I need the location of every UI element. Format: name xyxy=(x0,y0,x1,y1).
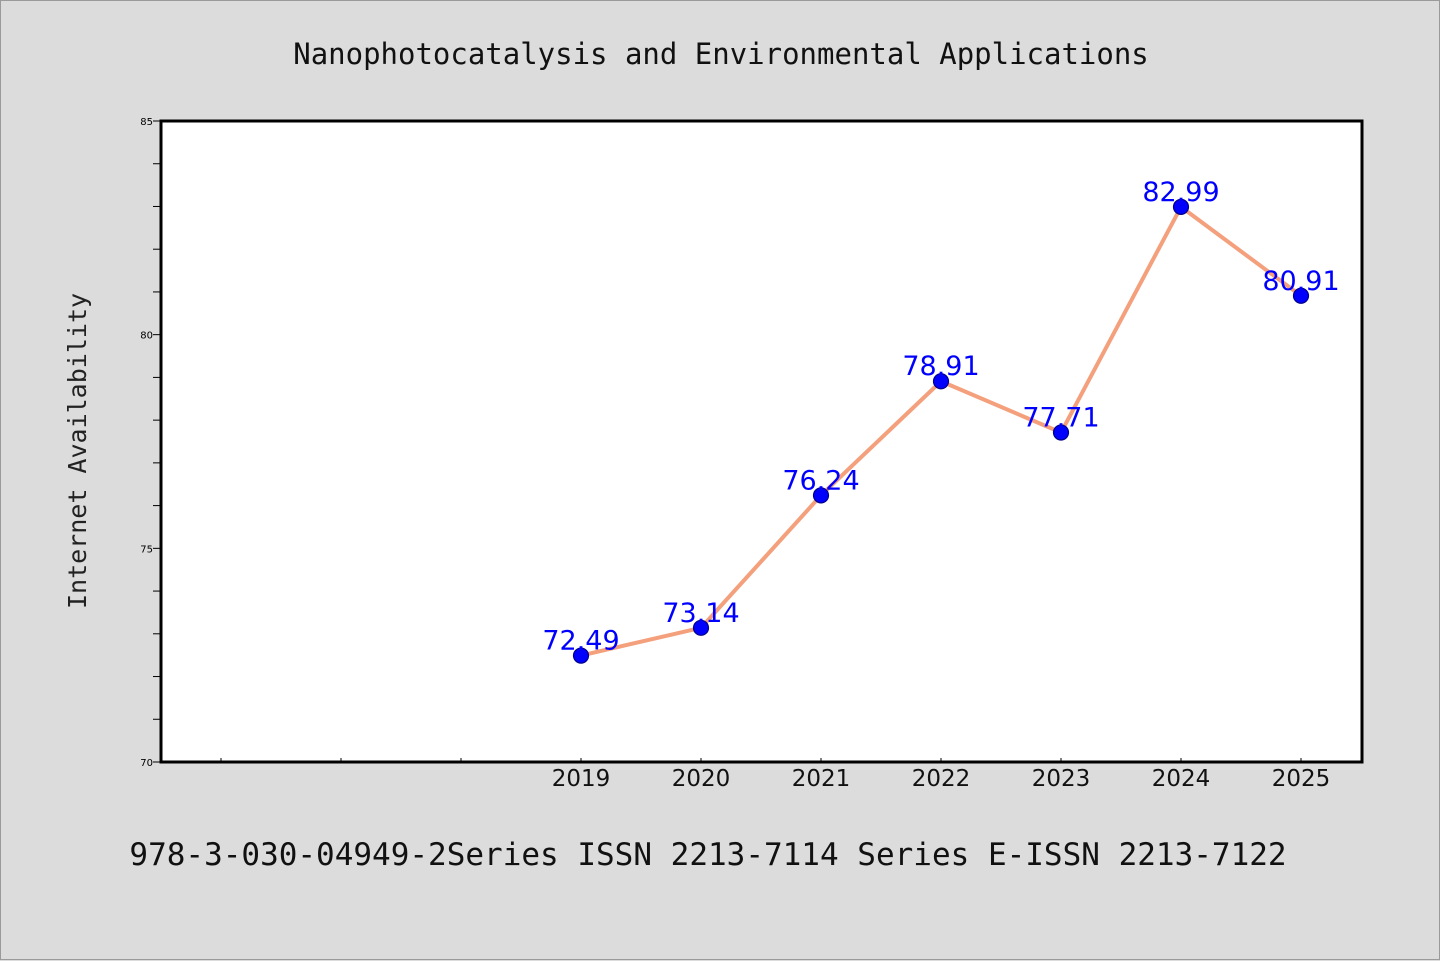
y-tick-label: 85 xyxy=(140,117,153,128)
data-point xyxy=(572,647,590,664)
x-tick-label: 2025 xyxy=(1272,766,1331,792)
y-tick-label: 75 xyxy=(140,544,153,555)
data-point xyxy=(1292,287,1310,304)
data-point xyxy=(1172,198,1190,215)
data-label: 73.14 xyxy=(662,598,739,629)
x-tick-label: 2022 xyxy=(912,766,971,792)
data-labels: 72.49 73.14 76.24 78.91 77.71 82.99 80.91 xyxy=(542,177,1339,657)
x-tick-label: 2019 xyxy=(552,766,611,792)
y-tick-label: 70 xyxy=(140,758,153,769)
x-axis: 2019 2020 2021 2022 2023 2024 2025 xyxy=(220,758,1331,792)
x-tick-label: 2021 xyxy=(792,766,851,792)
data-point xyxy=(812,487,830,504)
plot-border xyxy=(159,119,1364,764)
y-tick-label: 80 xyxy=(140,331,153,342)
data-point xyxy=(1052,424,1070,441)
y-axis-label: Internet Availability xyxy=(63,293,92,609)
y-axis: 70 75 80 85 xyxy=(140,117,161,769)
x-tick-label: 2020 xyxy=(672,766,731,792)
x-tick-label: 2024 xyxy=(1152,766,1211,792)
data-points xyxy=(572,198,1310,664)
data-label: 76.24 xyxy=(782,465,859,496)
data-label: 77.71 xyxy=(1022,403,1099,434)
data-point xyxy=(932,373,950,390)
data-label: 78.91 xyxy=(902,351,979,382)
data-label: 82.99 xyxy=(1142,177,1219,208)
data-label: 72.49 xyxy=(542,626,619,657)
data-point xyxy=(692,619,710,636)
chart-title: Nanophotocatalysis and Environmental App… xyxy=(293,37,1149,71)
x-tick-label: 2023 xyxy=(1032,766,1091,792)
plot-area xyxy=(161,121,1362,762)
footer-identifiers: 978-3-030-04949-2Series ISSN 2213-7114 S… xyxy=(129,837,1286,873)
data-label: 80.91 xyxy=(1262,266,1339,297)
